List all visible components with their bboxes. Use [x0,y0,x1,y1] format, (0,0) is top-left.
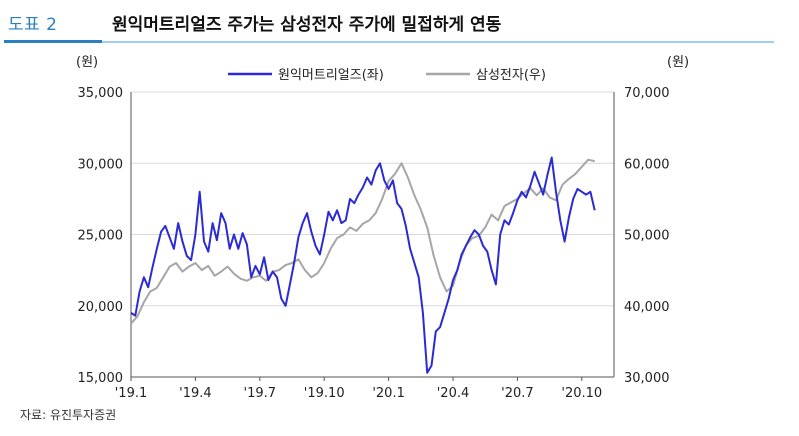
x-tick-label: '20.7 [501,386,534,401]
series-line-secondary [130,158,595,325]
y-right-tick-label: 40,000 [624,300,670,315]
header-rule-accent [4,40,102,43]
figure-title: 원익머트리얼즈 주가는 삼성전자 주가에 밀접하게 연동 [112,15,502,35]
y-right-tick-label: 30,000 [624,371,670,386]
y-left-tick-label: 20,000 [78,300,124,315]
legend-label: 삼성전자(우) [476,68,546,83]
source-note: 자료: 유진투자증권 [20,408,117,422]
y-right-tick-label: 70,000 [624,86,670,101]
grid-lines [131,91,614,307]
series-line-primary [130,156,596,374]
x-tick-label: '20.10 [561,386,602,401]
y-left-unit: (원) [76,55,98,70]
x-tick-label: '19.7 [244,386,277,401]
y-left-tick-label: 25,000 [78,229,124,244]
x-tick-label: '19.1 [115,386,148,401]
axes: 15,000 30,000 20,000 40,000 25,000 50,000 30,0… [76,55,689,401]
figure-header: 도표 2 원익머트리얼즈 주가는 삼성전자 주가에 밀접하게 연동 [0,0,799,46]
x-tick-label: '19.10 [304,386,345,401]
y-right-tick-label: 50,000 [624,229,670,244]
x-tick-label: '19.4 [179,386,212,401]
y-right-tick-label: 60,000 [624,157,670,172]
figure-label: 도표 2 [8,15,58,35]
series-lines [130,156,596,374]
legend: 원익머트리얼즈(좌) 삼성전자(우) [228,68,546,83]
x-tick-label: '20.4 [437,386,470,401]
header-rule [102,41,774,43]
y-left-tick-label: 15,000 [78,371,124,386]
legend-label: 원익머트리얼즈(좌) [278,68,384,83]
x-tick-label: '20.1 [372,386,405,401]
y-left-tick-label: 35,000 [78,86,124,101]
y-right-unit: (원) [667,55,689,70]
y-left-tick-label: 30,000 [78,157,124,172]
